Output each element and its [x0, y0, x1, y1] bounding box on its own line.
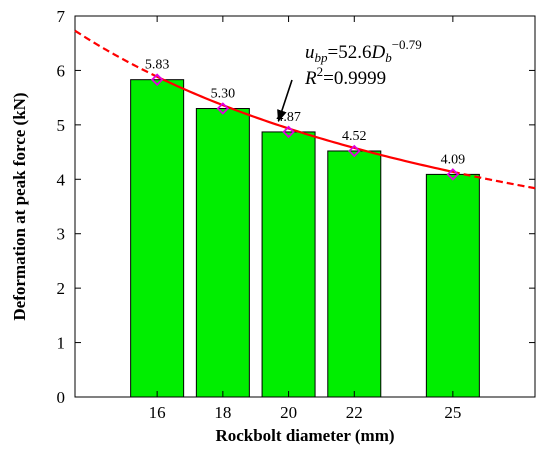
data-marker-22: [348, 144, 361, 158]
y-tick-label: 1: [57, 334, 66, 353]
bar-18: [195, 108, 250, 398]
data-label-25: 4.09: [441, 152, 466, 167]
y-axis-ticks: 0 1 2 3 4 5 6 7: [57, 7, 535, 407]
y-tick-label: 0: [57, 388, 66, 407]
y-tick-label: 6: [57, 61, 66, 80]
fit-coefficient: 52.6: [338, 42, 371, 63]
bar-22: [327, 150, 382, 398]
data-marker-20: [282, 125, 295, 139]
y-tick-label: 4: [57, 170, 66, 189]
x-tick-label: 25: [444, 403, 461, 422]
fit-curve-solid: [156, 75, 454, 173]
data-label-16: 5.83: [145, 58, 170, 73]
x-axis-title: Rockbolt diameter (mm): [215, 426, 394, 445]
annotation-arrow: [277, 79, 293, 123]
y-tick-label: 5: [57, 116, 66, 135]
bars: [130, 79, 480, 398]
data-marker-16: [150, 73, 164, 86]
fit-curve-extrapolated-right: [452, 170, 536, 190]
y-tick-label: 7: [57, 7, 66, 26]
fit-equation-line: ubp=52.6Db−0.79: [305, 37, 422, 65]
y-tick-label: 2: [57, 279, 66, 298]
bar-20: [261, 131, 316, 398]
data-markers: [150, 73, 460, 181]
y-tick-label: 3: [57, 225, 66, 244]
data-label-22: 4.52: [342, 129, 367, 144]
fit-curve-extrapolated-left: [74, 29, 158, 78]
data-marker-25: [446, 168, 460, 181]
r-squared-value: =0.9999: [323, 68, 386, 89]
data-marker-18: [216, 102, 230, 115]
x-tick-label: 18: [214, 403, 231, 422]
data-label-18: 5.30: [211, 87, 236, 102]
bar-25: [425, 173, 480, 398]
x-tick-label: 16: [149, 403, 166, 422]
x-tick-label: 20: [280, 403, 297, 422]
r-squared-line: R2=0.9999: [304, 64, 386, 89]
fit-exponent: −0.79: [392, 37, 422, 52]
bar-16: [130, 79, 185, 398]
fit-equation: ubp=52.6Db−0.79 R2=0.9999: [304, 37, 422, 89]
x-axis-ticks: 16 18 20 22 25: [149, 16, 461, 422]
y-axis-title: Deformation at peak force (kN): [10, 92, 29, 320]
fit-curve: [74, 29, 536, 190]
x-tick-label: 22: [346, 403, 363, 422]
